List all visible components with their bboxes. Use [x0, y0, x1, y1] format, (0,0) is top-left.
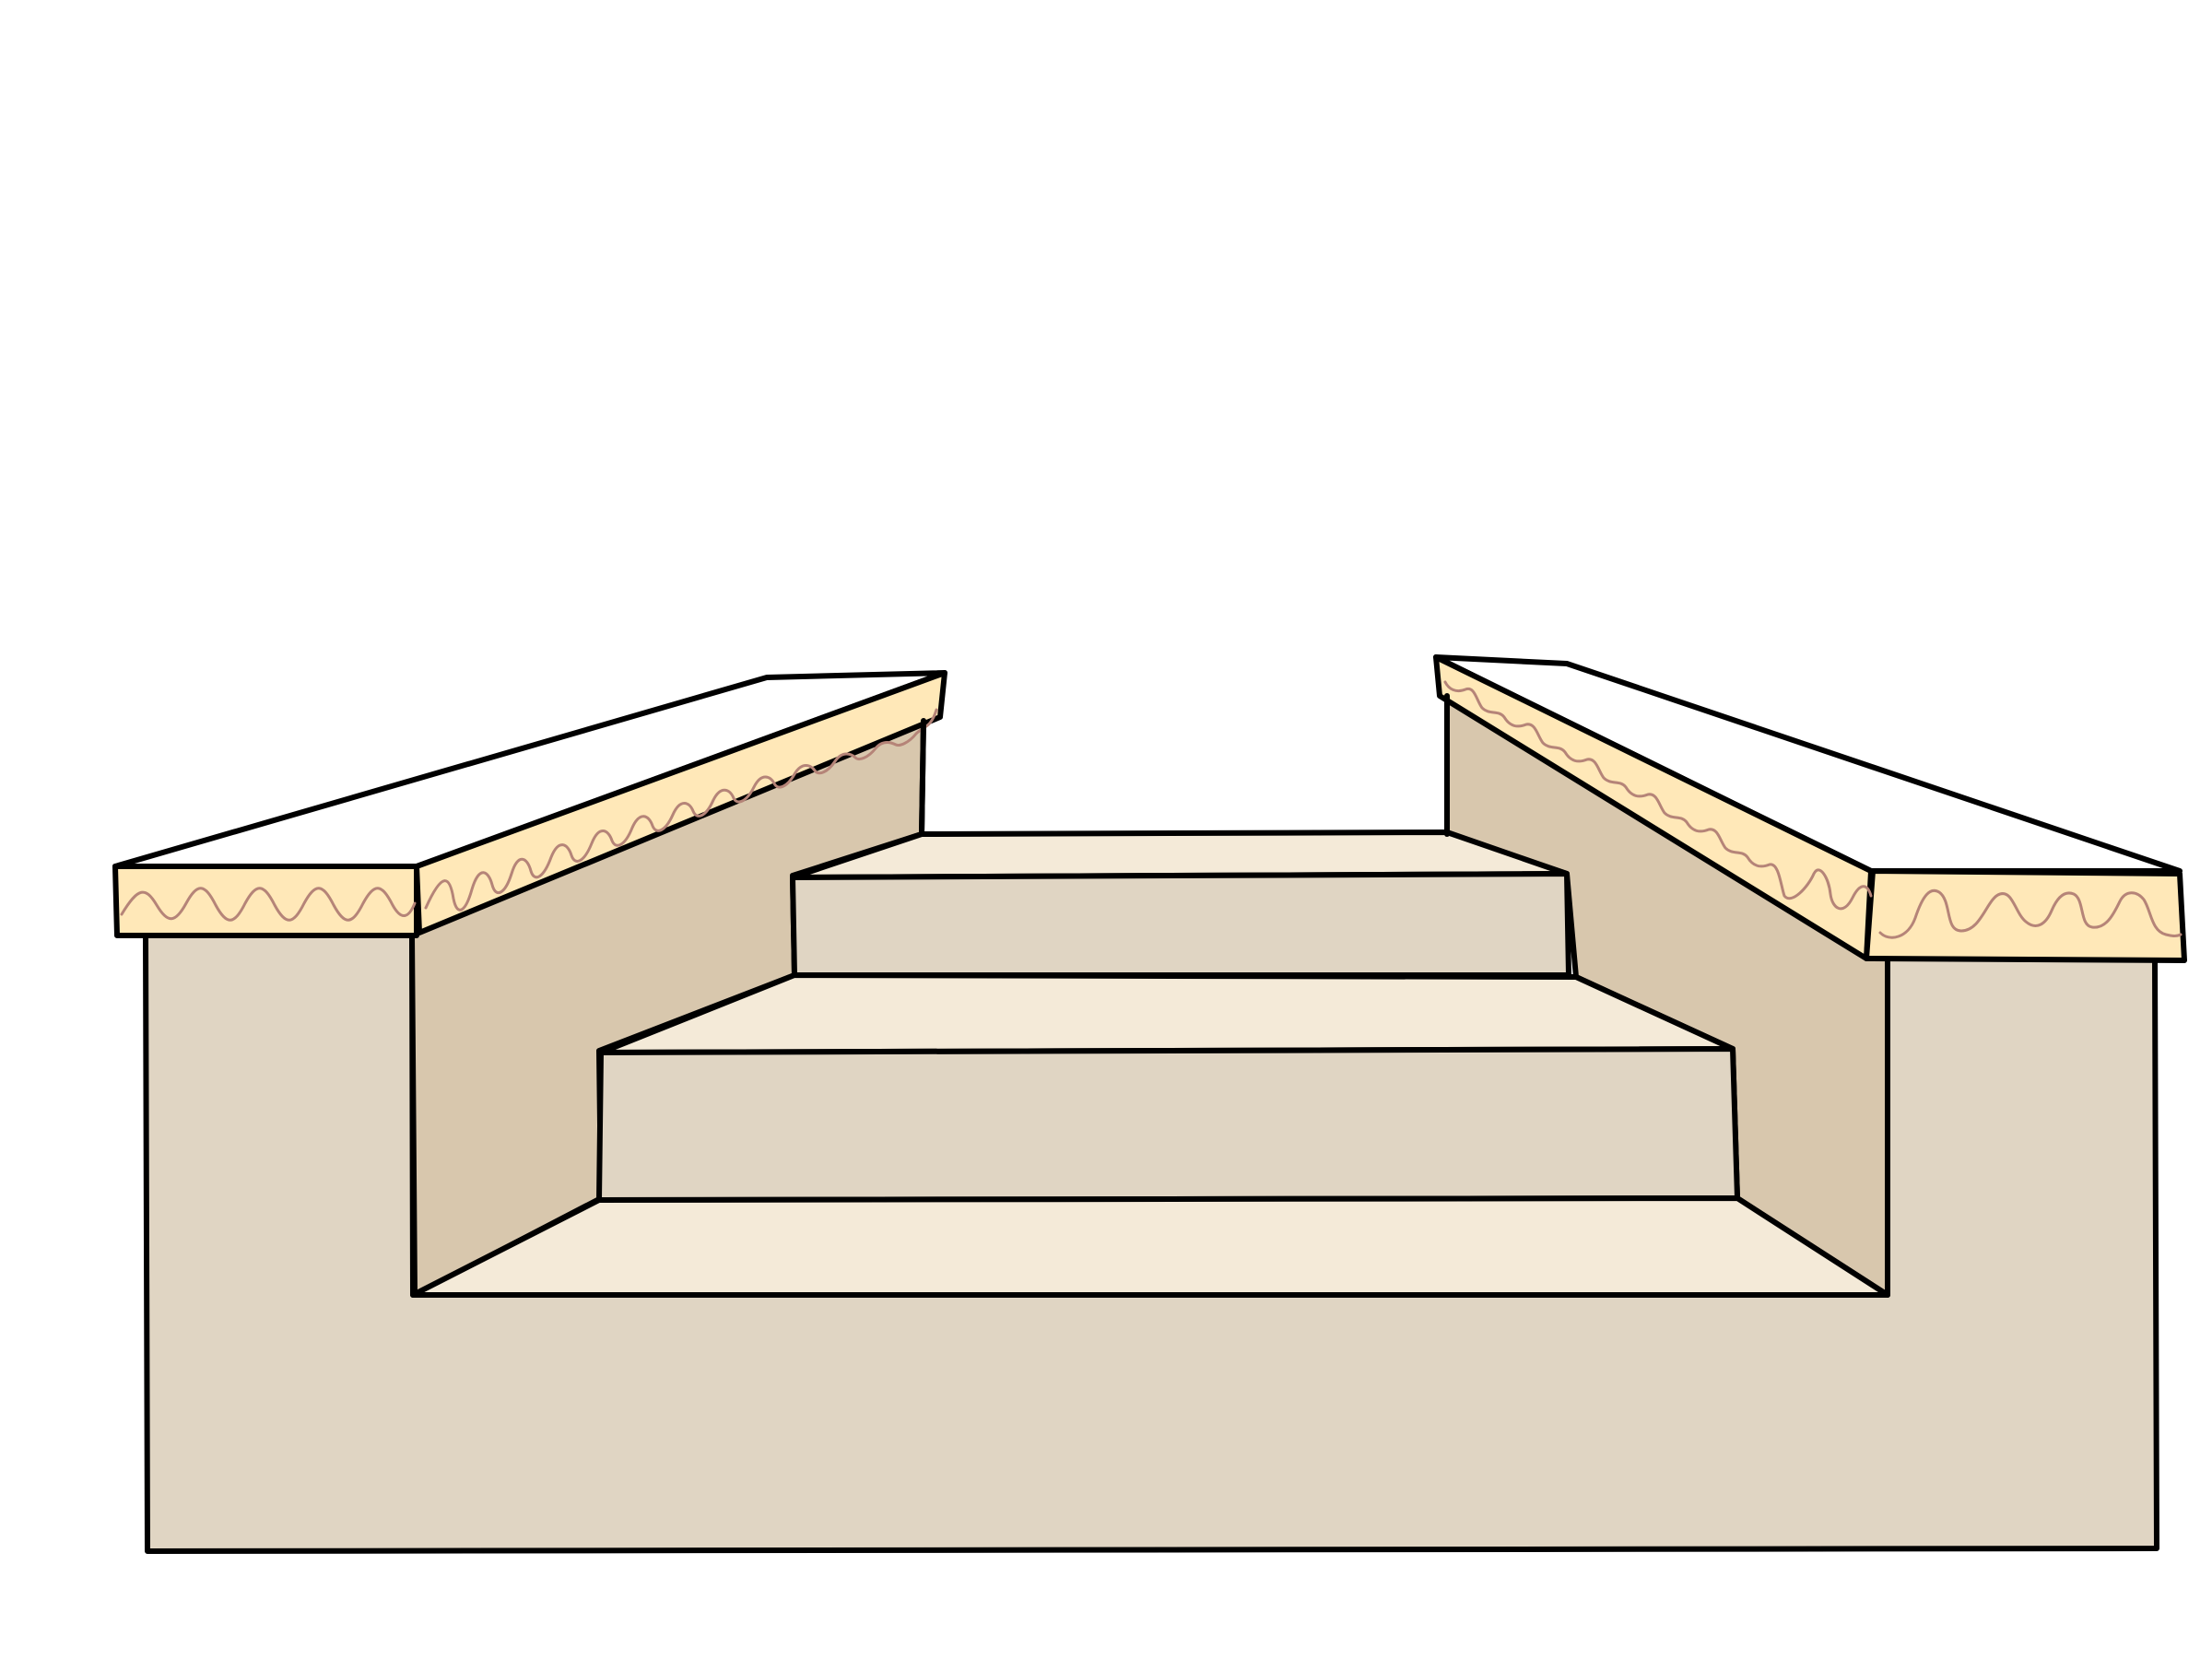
- right-front-squiggle: [1878, 888, 2183, 939]
- top-step-tread: [790, 830, 1570, 880]
- bottom-step-tread: [410, 1195, 1890, 1298]
- right-slope-squiggle: [1443, 680, 1873, 911]
- left-front-squiggle: [120, 887, 417, 922]
- left-inner-wall-edge: [919, 718, 926, 837]
- left-cap-front-band: [112, 864, 419, 938]
- top-step-riser: [790, 871, 1571, 978]
- middle-step-riser: [596, 1046, 1740, 1203]
- middle-step-tread: [598, 972, 1735, 1055]
- right-cap-front-band: [1864, 868, 2187, 963]
- left-slope-squiggle: [424, 708, 938, 912]
